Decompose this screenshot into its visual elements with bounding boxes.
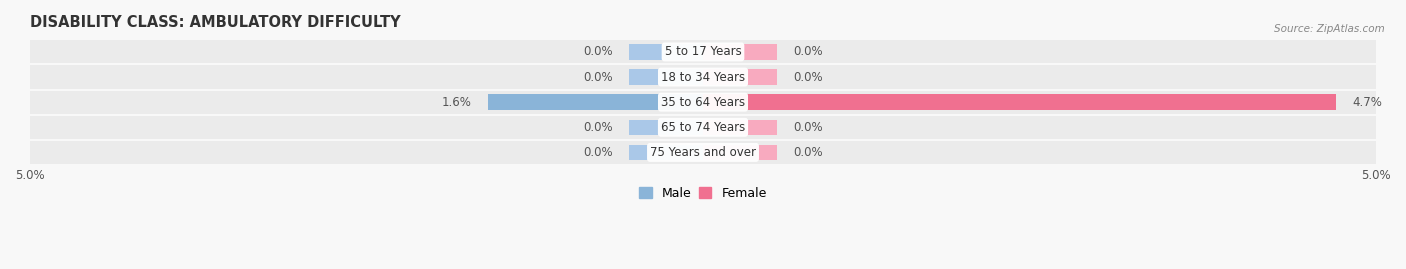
Text: DISABILITY CLASS: AMBULATORY DIFFICULTY: DISABILITY CLASS: AMBULATORY DIFFICULTY — [30, 15, 401, 30]
Text: 4.7%: 4.7% — [1353, 96, 1382, 109]
Bar — [30, 65, 1376, 89]
Bar — [628, 44, 703, 60]
Bar — [30, 141, 1376, 164]
Text: Source: ZipAtlas.com: Source: ZipAtlas.com — [1274, 24, 1385, 34]
Text: 0.0%: 0.0% — [583, 146, 613, 159]
Bar — [30, 116, 1376, 139]
Text: 5 to 17 Years: 5 to 17 Years — [665, 45, 741, 58]
Text: 0.0%: 0.0% — [793, 121, 823, 134]
Bar — [703, 145, 778, 160]
Bar — [703, 69, 778, 85]
Bar — [703, 94, 1336, 110]
Bar — [628, 145, 703, 160]
Text: 0.0%: 0.0% — [793, 70, 823, 84]
Text: 75 Years and over: 75 Years and over — [650, 146, 756, 159]
Legend: Male, Female: Male, Female — [634, 182, 772, 205]
Text: 0.0%: 0.0% — [583, 121, 613, 134]
Text: 18 to 34 Years: 18 to 34 Years — [661, 70, 745, 84]
Bar — [30, 91, 1376, 114]
Bar — [488, 94, 703, 110]
Text: 0.0%: 0.0% — [583, 45, 613, 58]
Text: 65 to 74 Years: 65 to 74 Years — [661, 121, 745, 134]
Text: 1.6%: 1.6% — [441, 96, 471, 109]
Text: 0.0%: 0.0% — [793, 45, 823, 58]
Bar — [703, 44, 778, 60]
Text: 35 to 64 Years: 35 to 64 Years — [661, 96, 745, 109]
Bar — [703, 119, 778, 135]
Bar — [628, 119, 703, 135]
Text: 0.0%: 0.0% — [793, 146, 823, 159]
Bar — [628, 69, 703, 85]
Bar — [30, 40, 1376, 63]
Text: 0.0%: 0.0% — [583, 70, 613, 84]
